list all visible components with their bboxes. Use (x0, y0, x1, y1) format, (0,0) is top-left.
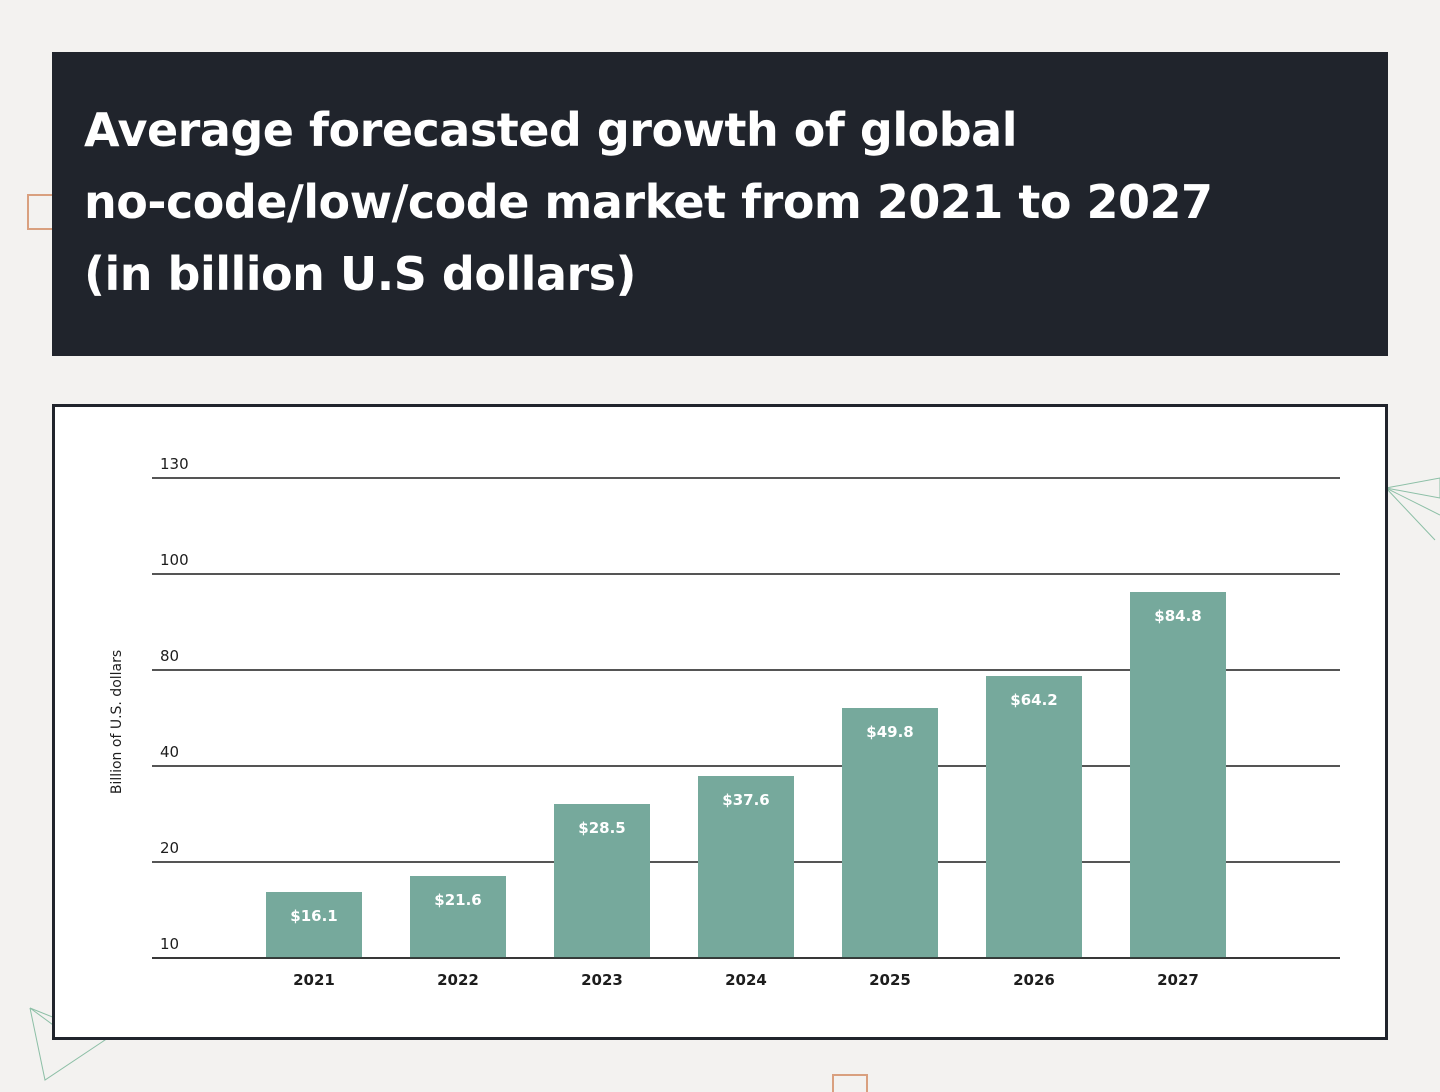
page-title-line-3: (in billion U.S dollars) (84, 247, 637, 301)
y-axis-title: Billion of U.S. dollars (109, 650, 125, 794)
data-label-2026: $64.2 (1010, 691, 1057, 709)
y-tick-label-20: 20 (160, 839, 179, 857)
data-label-2021: $16.1 (290, 907, 337, 925)
bar-2026 (986, 676, 1082, 958)
decorative-lines-right (1384, 477, 1440, 541)
bars (266, 592, 1226, 958)
y-tick-label-80: 80 (160, 647, 179, 665)
data-label-2023: $28.5 (578, 819, 625, 837)
data-label-2022: $21.6 (434, 891, 481, 909)
y-tick-label-130: 130 (160, 455, 189, 473)
data-label-2027: $84.8 (1154, 607, 1201, 625)
x-tick-label-2025: 2025 (869, 971, 911, 989)
x-tick-label-2021: 2021 (293, 971, 335, 989)
y-tick-label-10: 10 (160, 935, 179, 953)
x-tick-label-2023: 2023 (581, 971, 623, 989)
page-title-line-2: no-code/low/code market from 2021 to 202… (84, 175, 1213, 229)
labels: 10 20 40 80 100 130 $16.1 2021 $21.6 2022 $28.5 202… (160, 455, 1202, 989)
bar-2021 (266, 892, 362, 958)
bar-2024 (698, 776, 794, 958)
x-tick-label-2024: 2024 (725, 971, 767, 989)
bar-2023 (554, 804, 650, 958)
decorative-square-left (27, 194, 56, 230)
bar-chart: 10 20 40 80 100 130 $16.1 2021 $21.6 2022 $28.5 202… (109, 455, 1340, 989)
x-tick-label-2026: 2026 (1013, 971, 1055, 989)
y-tick-label-40: 40 (160, 743, 179, 761)
data-label-2024: $37.6 (722, 791, 769, 809)
bar-2022 (410, 876, 506, 958)
y-tick-label-100: 100 (160, 551, 189, 569)
data-label-2025: $49.8 (866, 723, 913, 741)
x-tick-label-2022: 2022 (437, 971, 479, 989)
title-panel: Average forecasted growth of global no-c… (52, 52, 1388, 356)
x-tick-label-2027: 2027 (1157, 971, 1199, 989)
bar-2027 (1130, 592, 1226, 958)
bar-2025 (842, 708, 938, 958)
chart-card: 10 20 40 80 100 130 $16.1 2021 $21.6 2022 $28.5 202… (52, 404, 1388, 1040)
decorative-square-bottom (832, 1074, 868, 1092)
page-title-line-1: Average forecasted growth of global (84, 103, 1017, 157)
